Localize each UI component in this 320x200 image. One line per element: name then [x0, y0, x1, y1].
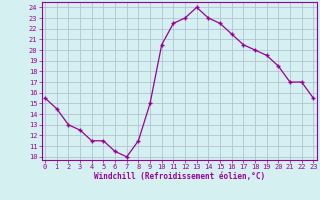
X-axis label: Windchill (Refroidissement éolien,°C): Windchill (Refroidissement éolien,°C) — [94, 172, 265, 181]
